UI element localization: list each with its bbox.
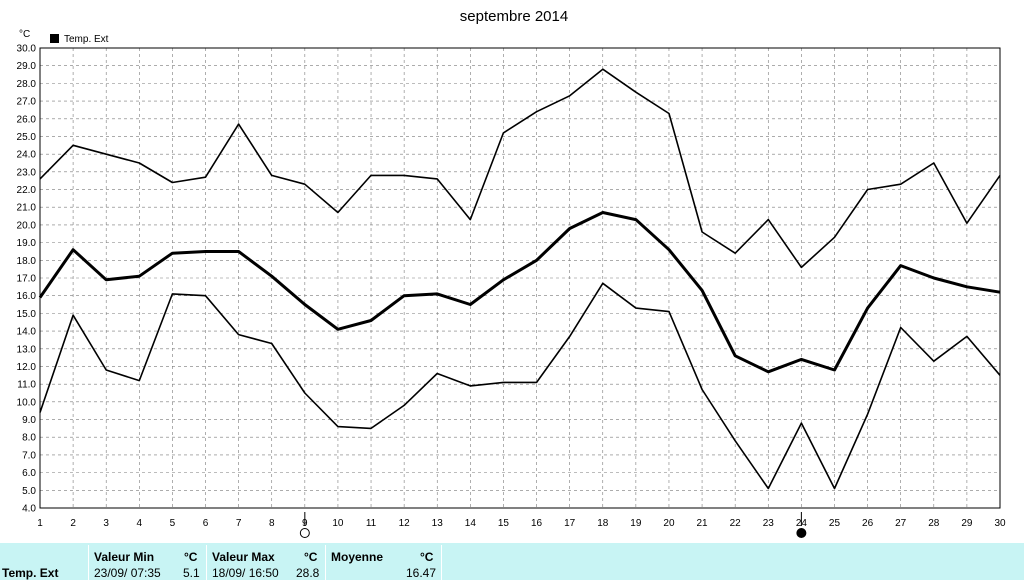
stats-mean-value: 16.47 [406, 566, 437, 580]
x-tick-label: 28 [928, 518, 940, 529]
x-tick-label: 4 [137, 518, 143, 529]
y-tick-label: 30.0 [17, 44, 37, 55]
y-tick-label: 20.0 [17, 220, 37, 231]
x-tick-label: 7 [236, 518, 242, 529]
y-tick-label: 12.0 [17, 362, 37, 373]
x-tick-label: 8 [269, 518, 275, 529]
plot-frame [39, 47, 1001, 509]
y-tick-label: 18.0 [17, 256, 37, 267]
x-tick-label: 17 [564, 518, 576, 529]
x-tick-label: 13 [432, 518, 444, 529]
stats-divider [88, 545, 89, 580]
stats-mean-header: Moyenne [331, 550, 384, 564]
y-tick-label: 22.0 [17, 185, 37, 196]
legend-swatch [50, 34, 59, 43]
y-tick-label: 16.0 [17, 291, 37, 302]
x-tick-label: 12 [399, 518, 411, 529]
y-tick-label: 4.0 [22, 504, 36, 515]
y-tick-label: 5.0 [22, 486, 36, 497]
chart-title: septembre 2014 [460, 8, 568, 25]
stats-min-datetime: 23/09/ 07:35 [94, 566, 161, 580]
series-line-max [39, 68, 1001, 269]
x-axis-ticks: 1234567891011121314151617181920212223242… [37, 518, 1006, 529]
y-tick-label: 13.0 [17, 344, 37, 355]
y-tick-label: 14.0 [17, 327, 37, 338]
x-tick-label: 26 [862, 518, 874, 529]
series-line-mean [38, 211, 1001, 374]
x-tick-label: 11 [366, 518, 377, 529]
y-tick-label: 15.0 [17, 309, 37, 320]
stats-min-header: Valeur Min [94, 550, 155, 564]
x-tick-label: 18 [597, 518, 609, 529]
temperature-chart: septembre 2014 °C Temp. Ext 4.0 5.0 6.0 7.0… [17, 8, 1006, 538]
full-moon-icon [796, 528, 807, 538]
y-tick-label: 26.0 [17, 114, 37, 125]
y-tick-label: 8.0 [22, 433, 36, 444]
y-tick-label: 28.0 [17, 79, 37, 90]
x-tick-label: 21 [697, 518, 709, 529]
stats-min-value: 5.1 [183, 566, 200, 580]
x-tick-label: 6 [203, 518, 209, 529]
y-tick-label: 6.0 [22, 468, 36, 479]
x-tick-label: 22 [730, 518, 742, 529]
x-tick-label: 3 [103, 518, 109, 529]
stats-divider [206, 545, 207, 580]
y-axis-unit-label: °C [19, 29, 30, 40]
x-tick-label: 15 [498, 518, 510, 529]
x-tick-label: 25 [829, 518, 841, 529]
stats-max-header: Valeur Max [212, 550, 275, 564]
x-tick-label: 20 [663, 518, 675, 529]
y-tick-label: 29.0 [17, 61, 37, 72]
series-lines [38, 68, 1001, 490]
y-tick-label: 7.0 [22, 450, 36, 461]
stats-divider [325, 545, 326, 580]
y-tick-label: 19.0 [17, 238, 37, 249]
y-tick-label: 17.0 [17, 274, 37, 285]
stats-divider [441, 545, 442, 580]
legend-label: Temp. Ext [64, 34, 109, 45]
x-tick-label: 19 [630, 518, 642, 529]
grid-lines [40, 48, 1000, 508]
y-tick-label: 21.0 [17, 203, 37, 214]
x-tick-label: 30 [994, 518, 1006, 529]
x-tick-label: 29 [961, 518, 973, 529]
y-tick-label: 27.0 [17, 97, 37, 108]
stats-bar: Temp. Ext Valeur Min °C 23/09/ 07:35 5.1… [0, 543, 1024, 580]
y-tick-label: 23.0 [17, 167, 37, 178]
y-tick-label: 25.0 [17, 132, 37, 143]
x-tick-label: 1 [37, 518, 43, 529]
moon-markers [299, 512, 807, 538]
x-tick-label: 2 [70, 518, 76, 529]
x-tick-label: 5 [170, 518, 176, 529]
x-tick-label: 27 [895, 518, 907, 529]
x-tick-label: 14 [465, 518, 477, 529]
stats-min-unit: °C [184, 550, 198, 564]
y-tick-label: 9.0 [22, 415, 36, 426]
x-tick-label: 23 [763, 518, 775, 529]
stats-mean-unit: °C [420, 550, 434, 564]
x-tick-label: 10 [332, 518, 344, 529]
y-tick-label: 10.0 [17, 397, 37, 408]
stats-max-unit: °C [304, 550, 318, 564]
series-line-min [39, 282, 1001, 490]
y-axis-ticks: 4.0 5.0 6.0 7.0 8.0 9.0 10.0 11.0 12.0 13.0 14.0 15… [17, 44, 37, 515]
x-tick-label: 16 [531, 518, 543, 529]
new-moon-icon [299, 528, 310, 538]
stats-max-value: 28.8 [296, 566, 320, 580]
y-tick-label: 24.0 [17, 150, 37, 161]
stats-row-label: Temp. Ext [2, 566, 59, 580]
y-tick-label: 11.0 [17, 380, 36, 391]
stats-max-datetime: 18/09/ 16:50 [212, 566, 279, 580]
